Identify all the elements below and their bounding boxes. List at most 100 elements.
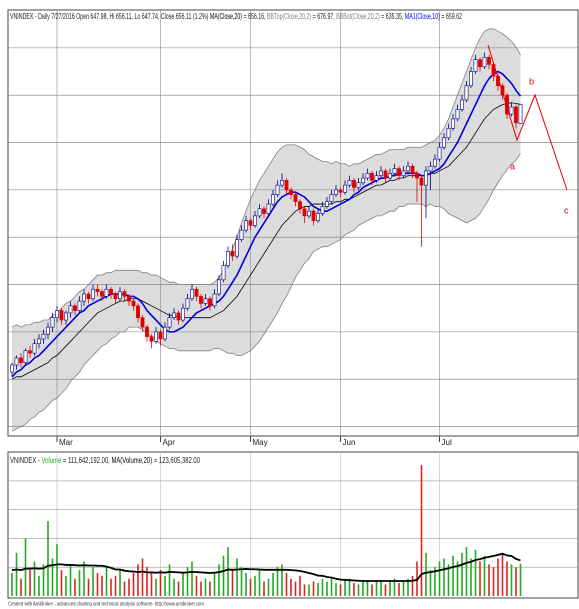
volume-bar <box>191 561 193 596</box>
candle-body <box>262 208 266 214</box>
candle-body <box>370 173 374 181</box>
volume-bar <box>308 584 310 596</box>
volume-bar <box>236 558 238 596</box>
volume-bar <box>119 570 121 596</box>
candle-body <box>77 300 82 311</box>
candle-body <box>50 317 55 328</box>
x-tick-label: Jul <box>442 438 452 447</box>
candle-body <box>437 146 442 160</box>
volume-bar <box>74 578 76 596</box>
header-text: = 123,605,382.00 <box>152 456 200 465</box>
volume-bar <box>182 572 184 596</box>
candle-body <box>424 170 428 186</box>
candle-body <box>145 326 149 337</box>
volume-bar <box>434 567 436 596</box>
volume-bar <box>321 578 324 596</box>
candle-body <box>14 357 19 366</box>
volume-bar <box>276 567 279 596</box>
candle-body <box>190 288 194 300</box>
volume-bar <box>218 564 220 596</box>
volume-bar <box>470 558 472 596</box>
volume-bar <box>245 572 247 596</box>
indicator-line <box>11 153 521 432</box>
volume-bar <box>83 561 85 596</box>
volume-bar <box>209 581 211 596</box>
header-text: VNINDEX - Daily 7/27/2016 Open 647.98, H… <box>10 12 210 21</box>
indicator-line <box>11 102 521 380</box>
volume-bar <box>438 561 441 596</box>
volume-bar <box>200 581 202 596</box>
volume-bar <box>132 572 135 596</box>
candle-body <box>86 293 91 300</box>
volume-bar <box>222 555 225 596</box>
volume-bar <box>380 580 382 596</box>
candle-body <box>334 189 338 195</box>
candle-body <box>172 312 176 318</box>
volume-bar <box>186 567 189 596</box>
volume-bar <box>155 578 157 596</box>
volume-bar <box>123 581 126 596</box>
indicator-line <box>11 70 522 378</box>
candle-body <box>401 170 406 176</box>
candle-body <box>316 213 320 221</box>
volume-bar <box>506 561 508 596</box>
volume-bar <box>429 570 432 596</box>
candle-body <box>464 85 469 101</box>
candle-body <box>374 175 379 181</box>
candle-body <box>248 220 253 226</box>
volume-bar <box>195 575 198 596</box>
volume-bar <box>393 578 396 596</box>
candle-body <box>140 317 145 328</box>
header-series: BBBot(Close,20,2) <box>336 12 380 21</box>
volume-bar <box>389 581 391 596</box>
candle-body <box>154 331 158 342</box>
volume-bar <box>290 578 292 596</box>
candle-body <box>235 239 239 257</box>
candle-body <box>446 128 451 139</box>
volume-bar <box>164 575 166 596</box>
volume-bar <box>303 584 306 596</box>
volume-bar <box>488 564 490 596</box>
candle-body <box>41 333 46 340</box>
candle-body <box>469 71 473 87</box>
candle-body <box>451 118 455 129</box>
candle-body <box>388 173 392 179</box>
volume-bar <box>465 547 468 596</box>
volume-bar <box>87 578 90 596</box>
volume-bar <box>366 580 369 596</box>
candle-body <box>122 291 127 297</box>
candle-body <box>442 137 446 148</box>
volume-bar <box>159 570 162 596</box>
candle-body <box>383 170 388 179</box>
volume-bar <box>335 583 337 596</box>
volume-bar <box>447 564 450 596</box>
wave-label: b <box>529 76 534 86</box>
volume-bar <box>114 575 117 596</box>
volume-bar <box>38 575 40 596</box>
candle-body <box>203 298 208 304</box>
candle-body <box>23 350 28 363</box>
header-text: = 676.97, <box>311 12 336 21</box>
candle-body <box>253 215 257 226</box>
candle-body <box>118 291 122 300</box>
volume-bar <box>515 567 517 596</box>
candle-body <box>379 170 383 176</box>
price-header: VNINDEX - Daily 7/27/2016 Open 647.98, H… <box>10 12 462 21</box>
candle-body <box>73 305 77 311</box>
volume-bar <box>510 564 513 596</box>
candle-body <box>433 158 437 167</box>
volume-bar <box>141 558 144 596</box>
volume-bar <box>371 584 373 596</box>
volume-bar <box>47 521 49 596</box>
volume-bar <box>240 567 243 596</box>
candle-body <box>167 317 172 328</box>
volume-bar <box>20 578 22 596</box>
candle-body <box>257 208 262 217</box>
volume-header: VNINDEX - Volume = 111,642,192.00, MA(Vo… <box>10 456 200 465</box>
candle-body <box>482 57 487 68</box>
indicator-line <box>11 28 521 328</box>
volume-bar <box>272 572 274 596</box>
candle-body <box>55 310 59 318</box>
volume-bar <box>96 572 99 596</box>
